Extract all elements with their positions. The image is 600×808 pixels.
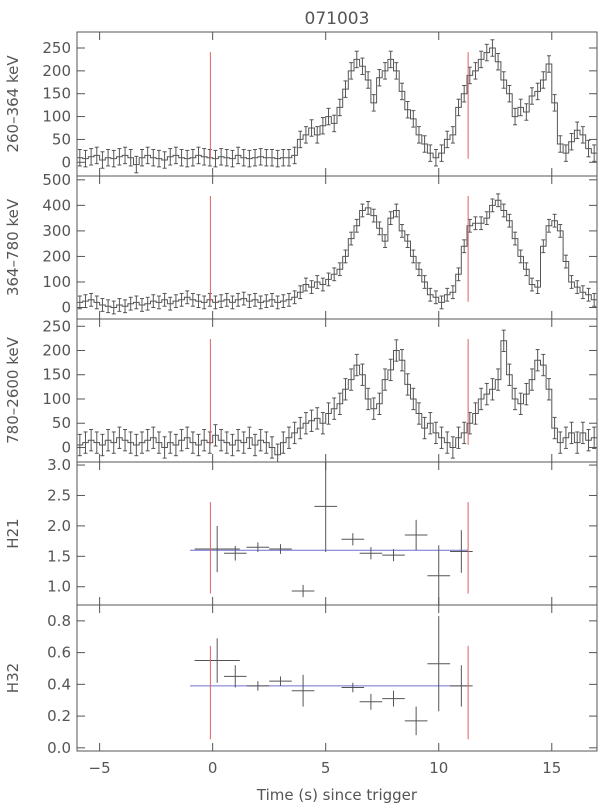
plot-area	[77, 329, 597, 462]
y-tick-label: 1.0	[47, 578, 71, 596]
y-axis-label: H32	[4, 663, 22, 693]
y-tick-label: 0	[61, 299, 71, 317]
x-axis-label: Time (s) since trigger	[256, 786, 418, 804]
y-tick-label: 250	[42, 317, 71, 335]
panel-frame	[76, 175, 598, 320]
y-tick-label: 0.6	[47, 644, 71, 662]
series-step-line	[77, 47, 597, 166]
y-tick-label: 400	[42, 196, 71, 214]
y-tick-label: 1.5	[47, 547, 71, 565]
y-tick-label: 200	[42, 247, 71, 265]
y-tick-label: 50	[52, 130, 71, 148]
series-step-line	[77, 340, 597, 456]
y-axis-label: 780–2600 keV	[4, 336, 22, 443]
y-tick-label: 50	[52, 414, 71, 432]
y-tick-label: 100	[42, 273, 71, 291]
y-tick-label: 100	[42, 108, 71, 126]
x-tick-label: 15	[542, 759, 561, 777]
y-axis-label: H21	[4, 518, 22, 548]
series-step-line	[77, 199, 597, 308]
y-tick-label: 500	[42, 171, 71, 189]
y-tick-label: 300	[42, 222, 71, 240]
y-axis-label: 364–780 keV	[4, 198, 22, 296]
panel-frame	[76, 461, 598, 606]
chart-title: 071003	[305, 9, 370, 29]
y-tick-label: 0.8	[47, 612, 71, 630]
panel-5: 0.0 0.2 0.4 0.6 0.8 H32	[4, 604, 598, 757]
panel-frame	[76, 604, 598, 752]
y-tick-label: 150	[42, 366, 71, 384]
y-tick-label: 150	[42, 85, 71, 103]
plot-area	[190, 616, 473, 740]
y-tick-label: 0	[61, 438, 71, 456]
panel-frame	[76, 31, 598, 177]
y-tick-label: 100	[42, 390, 71, 408]
y-tick-label: 200	[42, 342, 71, 360]
panel-frame	[76, 318, 598, 463]
y-tick-label: 0.0	[47, 739, 71, 757]
plot-area	[77, 39, 597, 174]
plot-area	[190, 462, 473, 605]
panel-1: 0 50 100 150 200 250 260–364 keV	[4, 31, 598, 177]
panel-4: 1.0 1.5 2.0 2.5 3.0 H21	[4, 456, 598, 606]
x-tick-label: 10	[429, 759, 448, 777]
y-tick-label: 0	[61, 153, 71, 171]
x-tick-label: 0	[208, 759, 218, 777]
x-tick-label: −5	[89, 759, 111, 777]
y-tick-label: 3.0	[47, 456, 71, 474]
y-tick-label: 2.5	[47, 486, 71, 504]
panel-2: 0 100 200 300 400 500 364–780 keV	[4, 171, 598, 320]
y-tick-label: 250	[42, 39, 71, 57]
y-tick-label: 0.4	[47, 675, 71, 693]
y-tick-label: 0.2	[47, 707, 71, 725]
plot-area	[77, 193, 597, 315]
y-axis-label: 260–364 keV	[4, 55, 22, 153]
y-tick-label: 2.0	[47, 517, 71, 535]
y-tick-label: 200	[42, 62, 71, 80]
panel-3: 0 50 100 150 200 250 780–2600 keV	[4, 317, 598, 463]
x-tick-label: 5	[321, 759, 331, 777]
